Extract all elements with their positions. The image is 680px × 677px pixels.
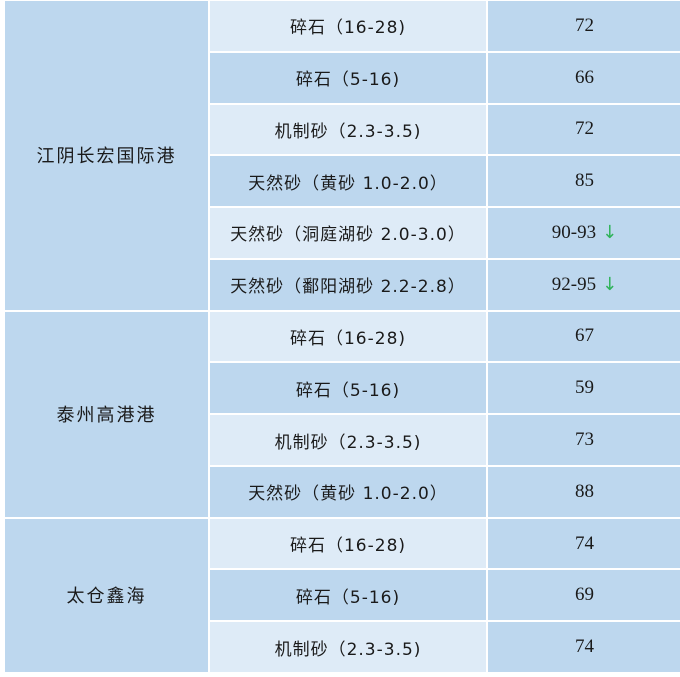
price-value: 73 [575,429,594,451]
price-value: 67 [575,325,594,347]
port-name: 江阴长宏国际港 [5,1,208,310]
price-cell: 59 [488,363,680,414]
price-value: 66 [575,66,594,88]
price-cell: 73 [488,415,680,465]
price-cell: 85 [488,156,680,207]
price-value: 74 [575,532,594,554]
price-cell: 72 [488,1,680,51]
price-value: 85 [575,170,594,192]
port-name: 太仓鑫海 [5,518,208,672]
price-value: 88 [575,480,594,502]
price-cell: 74 [488,622,680,672]
price-value: 92-95 [551,273,597,295]
spec-cell: 碎石（16-28) [210,518,486,569]
spec-cell: 天然砂（黄砂 1.0-2.0） [210,156,486,207]
price-cell: 67 [488,311,680,362]
price-cell: 66 [488,52,680,103]
down-arrow-icon: ↓ [602,222,618,244]
price-cell: 72 [488,104,680,155]
spec-cell: 碎石（5-16) [210,52,486,103]
price-value: 72 [575,118,594,140]
spec-cell: 机制砂（2.3-3.5) [210,104,486,155]
price-cell: 88 [488,466,680,517]
price-cell: 69 [488,570,680,621]
spec-cell: 碎石（5-16) [210,570,486,621]
price-value: 72 [575,14,594,36]
spec-cell: 天然砂（黄砂 1.0-2.0） [210,466,486,517]
spec-cell: 机制砂（2.3-3.5) [210,415,486,465]
spec-cell: 碎石（5-16) [210,363,486,414]
price-cell: 92-95 ↓ [488,259,680,310]
price-cell: 74 [488,518,680,569]
price-value: 59 [575,377,594,399]
port-name: 泰州高港港 [5,311,208,517]
price-value: 74 [575,636,594,658]
spec-cell: 碎石（16-28) [210,311,486,362]
spec-cell: 天然砂（鄱阳湖砂 2.2-2.8） [210,259,486,310]
price-table: 江阴长宏国际港 碎石（16-28) 72 碎石（5-16) 66 机制砂（2.3-3.5)… [5,1,680,672]
price-value: 69 [575,584,594,606]
price-cell: 90-93 ↓ [488,208,680,258]
spec-cell: 碎石（16-28) [210,1,486,51]
spec-cell: 机制砂（2.3-3.5) [210,622,486,672]
spec-cell: 天然砂（洞庭湖砂 2.0-3.0） [210,208,486,258]
price-value: 90-93 [551,221,597,243]
down-arrow-icon: ↓ [602,274,618,296]
